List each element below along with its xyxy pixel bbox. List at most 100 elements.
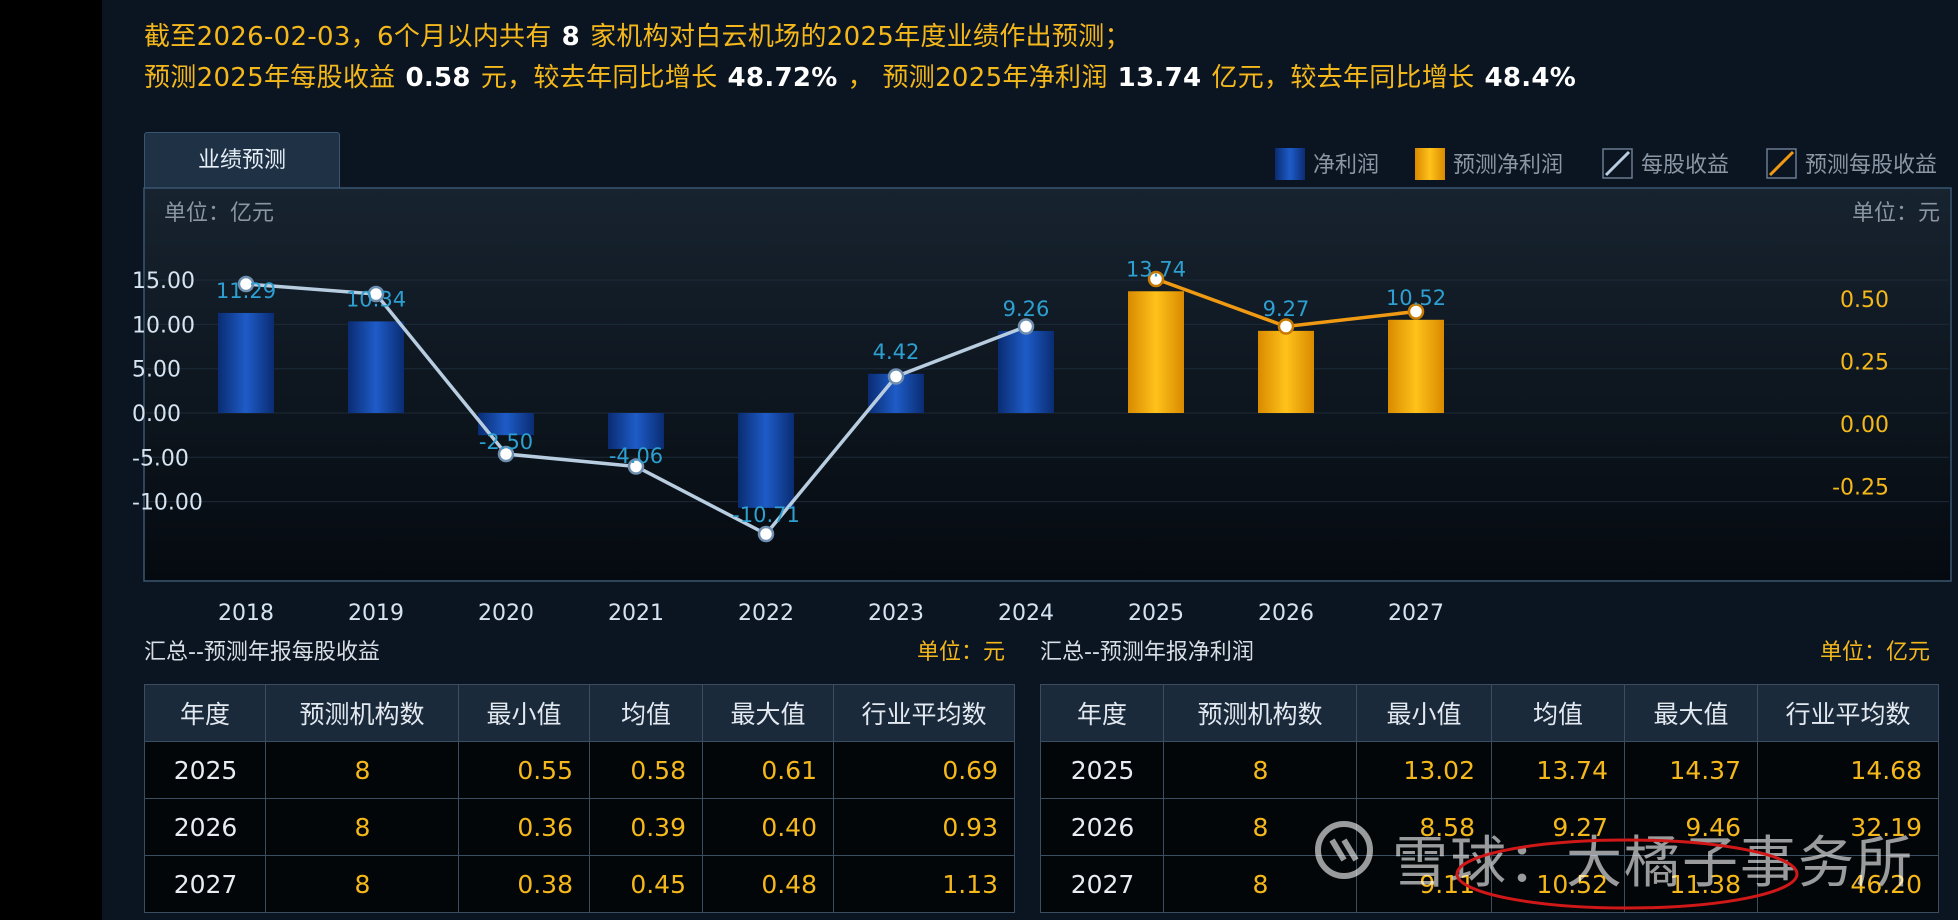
left-tick-label: 10.00 (132, 313, 195, 338)
headline-line-2: 预测2025年每股收益 0.58 元，较去年同比增长 48.72% ， 预测2025年净… (144, 57, 1586, 94)
legend-label: 预测每股收益 (1805, 153, 1937, 178)
eps-table-cell: 2027 (144, 855, 266, 913)
x-tick-label: 2025 (1128, 601, 1184, 626)
forecast-eps-point (1277, 318, 1295, 335)
left-tick-label: 15.00 (132, 269, 195, 294)
eps-table-cell: 0.40 (702, 798, 834, 856)
net-profit-growth-value: 48.4% (1484, 63, 1577, 93)
col-header: 均值 (589, 684, 703, 742)
right-tick-label: 0.50 (1840, 288, 1889, 313)
col-header: 最小值 (1356, 684, 1492, 742)
eps-growth-value: 48.72% (727, 63, 838, 93)
x-tick-label: 2023 (868, 601, 924, 626)
col-header: 年度 (144, 684, 266, 742)
x-tick-label: 2018 (218, 601, 274, 626)
eps-point (367, 285, 385, 303)
eps-table-title: 汇总--预测年报每股收益 (144, 640, 380, 665)
legend-swatch (1415, 148, 1445, 180)
np-table-row: 2027 8 9.11 10.52 11.38 46.20 (1040, 855, 1939, 913)
net-profit-bar (348, 321, 404, 413)
net-profit-bar (478, 413, 534, 436)
legend-label: 每股收益 (1641, 153, 1729, 178)
eps-table-cell: 8 (265, 855, 459, 913)
np-table-row: 2025 8 13.02 13.74 14.37 14.68 (1040, 741, 1939, 799)
np-table-cell: 11.38 (1624, 855, 1758, 913)
np-table-cell: 2027 (1040, 855, 1164, 913)
np-table-cell: 13.74 (1491, 741, 1625, 799)
headline-text: 预测2025年每股收益 (144, 63, 396, 93)
eps-table-row: 2027 8 0.38 0.45 0.48 1.13 (144, 855, 1015, 913)
left-axis-unit: 单位：亿元 (164, 201, 274, 226)
np-table-cell: 8 (1163, 855, 1357, 913)
x-tick-label: 2020 (478, 601, 534, 626)
net-profit-bar (738, 413, 794, 508)
col-header: 最小值 (458, 684, 590, 742)
legend-swatch (1275, 148, 1305, 180)
forecast-net-profit-bar (1128, 291, 1184, 413)
eps-table-cell: 0.58 (589, 741, 703, 799)
bar-data-label: 11.29 (216, 279, 276, 303)
right-tick-label: 0.25 (1840, 351, 1889, 376)
headline-text: 家机构对白云机场的2025年度业绩作出预测； (590, 22, 1131, 52)
left-tick-label: 0.00 (132, 402, 181, 427)
eps-table-row: 2025 8 0.55 0.58 0.61 0.69 (144, 741, 1015, 799)
legend-swatch-line (1604, 150, 1631, 177)
np-table-cell: 13.02 (1356, 741, 1492, 799)
x-tick-label: 2021 (608, 601, 664, 626)
eps-table-cell: 0.61 (702, 741, 834, 799)
right-tick-label: 0.00 (1840, 413, 1889, 438)
institution-count: 8 (561, 22, 581, 52)
eps-table-unit: 单位：元 (917, 640, 1006, 665)
eps-forecast-table: 年度 预测机构数 最小值 均值 最大值 行业平均数 2025 8 0.55 0.58 0… (144, 684, 1015, 913)
chart-legend: 净利润 预测净利润 每股收益 预测每股收益 (1275, 148, 1937, 180)
eps-table-cell: 8 (265, 798, 459, 856)
eps-table-cell: 2026 (144, 798, 266, 856)
eps-point (757, 525, 775, 543)
eps-table-cell: 0.48 (702, 855, 834, 913)
forecast-net-profit-bar (1388, 319, 1444, 413)
eps-table-cell: 0.38 (458, 855, 590, 913)
headline-text: ， 预测2025年净利润 (847, 63, 1108, 93)
eps-table-cell: 0.45 (589, 855, 703, 913)
col-header: 预测机构数 (1163, 684, 1357, 742)
left-black-bar (0, 0, 102, 920)
net-profit-forecast-value: 13.74 (1117, 63, 1202, 93)
eps-table-cell: 0.69 (833, 741, 1015, 799)
legend-swatch-line (1768, 150, 1795, 177)
net-profit-forecast-table: 年度 预测机构数 最小值 均值 最大值 行业平均数 2025 8 13.02 13.7… (1040, 684, 1939, 913)
col-header: 年度 (1040, 684, 1164, 742)
col-header: 最大值 (1624, 684, 1758, 742)
net-profit-bar (608, 413, 664, 449)
bar-data-label: 13.74 (1126, 257, 1186, 281)
eps-point (497, 445, 515, 463)
col-header: 均值 (1491, 684, 1625, 742)
x-tick-label: 2024 (998, 601, 1054, 626)
legend-swatch-box (1602, 148, 1633, 179)
np-table-cell: 8 (1163, 741, 1357, 799)
x-tick-label: 2026 (1258, 601, 1314, 626)
headline-text: 截至2026-02-03，6个月以内共有 (144, 22, 552, 52)
eps-point (627, 458, 645, 475)
np-table-cell: 9.11 (1356, 855, 1492, 913)
left-tick-label: 5.00 (132, 358, 181, 383)
col-header: 行业平均数 (1757, 684, 1939, 742)
bar-data-label: 9.27 (1263, 297, 1310, 321)
tab-performance-forecast[interactable]: 业绩预测 (144, 132, 340, 188)
bar-data-label: 10.52 (1386, 286, 1446, 310)
np-table-title: 汇总--预测年报净利润 (1040, 640, 1254, 665)
np-table-cell: 14.37 (1624, 741, 1758, 799)
bar-data-label: -2.50 (479, 430, 533, 454)
right-tick-label: -0.25 (1832, 476, 1889, 501)
np-table-cell: 10.52 (1491, 855, 1625, 913)
headline-text: 亿元，较去年同比增长 (1211, 63, 1475, 93)
forecast-eps-point (1147, 270, 1165, 288)
eps-table-cell: 2025 (144, 741, 266, 799)
left-tick-label: -10.00 (132, 491, 203, 516)
bar-data-label: -10.71 (732, 503, 800, 527)
eps-table-cell: 0.55 (458, 741, 590, 799)
np-table-unit: 单位：亿元 (1820, 640, 1931, 665)
np-table-cell: 2026 (1040, 798, 1164, 856)
right-axis-unit: 单位：元 (1852, 201, 1940, 226)
x-tick-label: 2022 (738, 601, 794, 626)
eps-point (1017, 318, 1035, 335)
